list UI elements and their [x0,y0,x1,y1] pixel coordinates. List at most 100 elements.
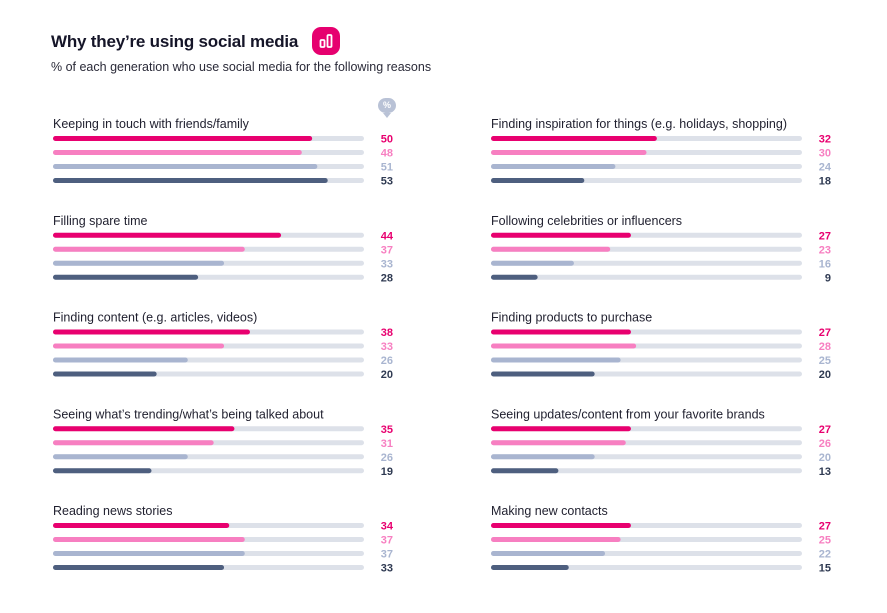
bar [491,537,621,542]
bar [491,357,621,363]
data-label: 26 [819,438,831,450]
bar [491,468,559,474]
data-label: 9 [825,272,831,284]
data-label: 27 [819,230,831,242]
category-label: Filling spare time [53,214,148,228]
data-label: 19 [381,466,393,478]
data-label: 38 [381,327,393,339]
bar [491,232,631,238]
bar [491,565,569,570]
chart-title: Why they’re using social media [51,32,299,51]
data-label: 30 [819,148,831,160]
data-label: 23 [819,244,831,256]
data-label: 20 [819,369,831,381]
bar [491,178,585,183]
data-label: 18 [819,176,831,188]
bar [491,343,637,349]
bar [491,426,631,432]
bar [53,565,225,570]
data-label: 33 [381,341,393,353]
data-label: 31 [381,438,393,450]
bar [53,178,328,183]
bar [491,371,595,377]
bar [53,537,245,542]
bar-track [491,565,802,570]
category-label: Following celebrities or influencers [491,214,682,228]
data-label: 34 [381,521,394,533]
data-label: 25 [819,355,831,367]
category-group: Following celebrities or influencers 27 23… [491,214,831,284]
category-label: Seeing what’s trending/what’s being talk… [53,407,324,421]
data-label: 27 [819,424,831,436]
data-label: 24 [819,162,832,174]
bar [491,440,626,446]
data-label: 25 [819,535,831,547]
bar-chart-icon [312,27,340,55]
bar [53,551,245,556]
data-label: 27 [819,327,831,339]
data-label: 33 [381,563,393,575]
data-label: 51 [381,162,393,174]
category-label: Keeping in touch with friends/family [53,117,250,131]
chart-subtitle: % of each generation who use social medi… [51,60,432,74]
bar [53,232,282,238]
bar [491,246,611,252]
data-label: 32 [819,134,831,146]
bar [53,329,250,335]
category-label: Reading news stories [53,504,173,518]
category-label: Finding inspiration for things (e.g. hol… [491,117,787,131]
data-label: 13 [819,466,831,478]
bar [53,274,199,280]
bar-track [491,468,802,474]
bar [53,523,230,528]
bar-track [491,274,802,280]
data-label: 15 [819,563,831,575]
data-label: 16 [819,258,831,270]
bar [53,343,225,349]
data-label: 33 [381,258,393,270]
data-label: 27 [819,521,831,533]
data-label: 26 [381,355,393,367]
bar [491,150,647,155]
data-label: 53 [381,176,393,188]
bar [491,551,606,556]
bar [53,164,318,169]
category-group: Finding products to purchase 27 28 25 20 [491,311,831,381]
data-label: 37 [381,535,393,547]
category-label: Seeing updates/content from your favorit… [491,407,765,421]
percent-marker-pointer [383,113,391,118]
bar [491,164,616,169]
category-group: Finding inspiration for things (e.g. hol… [491,117,832,188]
category-group: Finding content (e.g. articles, videos) 3… [53,311,393,381]
category-label: Making new contacts [491,504,608,518]
data-label: 44 [381,230,394,242]
data-label: 20 [381,369,393,381]
bar [53,426,235,432]
bar [53,357,188,363]
bar [53,440,214,446]
bar [491,454,595,460]
bar [491,329,631,335]
data-label: 48 [381,148,393,160]
data-label: 50 [381,134,393,146]
bar [53,468,152,474]
category-group: Seeing updates/content from your favorit… [491,407,831,478]
bar [53,260,225,266]
category-group: Keeping in touch with friends/family 50 48… [53,117,393,188]
bar [491,274,538,280]
category-group: Reading news stories 34 37 37 33 [53,504,394,575]
bar [491,260,574,266]
category-group: Filling spare time 44 37 33 28 [53,214,394,284]
data-label: 35 [381,424,393,436]
data-label: 37 [381,549,393,561]
data-label: 37 [381,244,393,256]
category-label: Finding products to purchase [491,311,652,325]
category-group: Making new contacts 27 25 22 15 [491,504,831,575]
data-label: 28 [819,341,831,353]
percent-unit-label: % [378,98,396,113]
category-label: Finding content (e.g. articles, videos) [53,311,257,325]
bar [53,454,188,460]
bar [491,136,657,141]
bar [491,523,631,528]
